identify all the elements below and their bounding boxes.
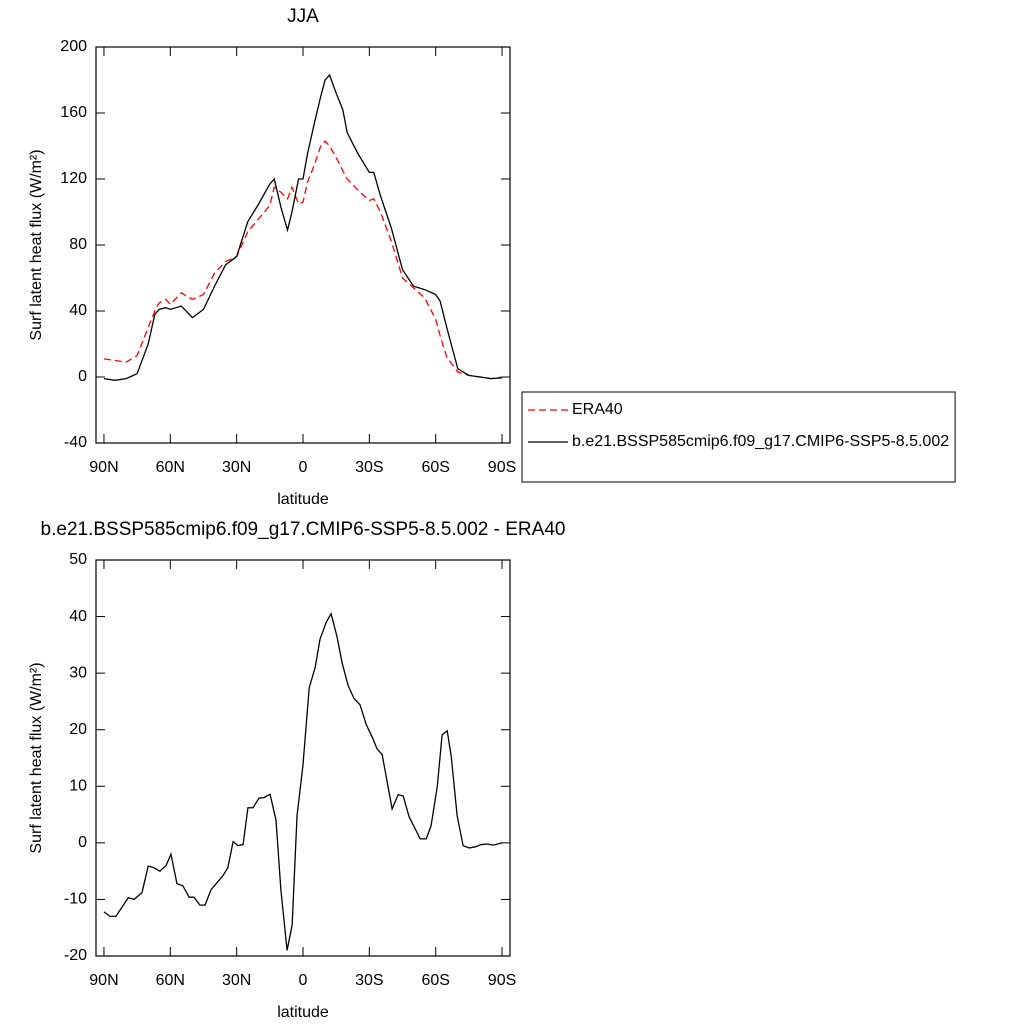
y-tick-label: 80: [69, 236, 87, 253]
chart-title: b.e21.BSSP585cmip6.f09_g17.CMIP6-SSP5-8.…: [41, 519, 566, 540]
legend-label: b.e21.BSSP585cmip6.f09_g17.CMIP6-SSP5-8.…: [572, 433, 949, 450]
y-tick-label: -20: [64, 947, 87, 964]
legend-box: [521, 391, 956, 483]
x-axis-label: latitude: [277, 491, 329, 508]
y-axis-label: Surf latent heat flux (W/m²): [28, 662, 45, 853]
y-tick-label: 20: [69, 721, 87, 738]
y-tick-label: 120: [60, 170, 87, 187]
series-line: [103, 612, 503, 951]
y-tick-label: 0: [78, 834, 87, 851]
x-tick-label: 60S: [421, 972, 449, 989]
legend-label: ERA40: [572, 401, 623, 418]
x-tick-label: 0: [299, 972, 308, 989]
plot-frame: [95, 559, 511, 957]
chart-title: JJA: [287, 6, 319, 27]
x-tick-label: 30N: [222, 972, 251, 989]
legend: ERA40 b.e21.BSSP585cmip6.f09_g17.CMIP6-SS…: [521, 391, 956, 483]
x-tick-label: 90S: [488, 459, 516, 476]
series-line: [103, 73, 503, 381]
y-tick-label: 200: [60, 38, 87, 55]
y-tick-label: -10: [64, 891, 87, 908]
x-tick-label: 90N: [89, 459, 118, 476]
y-tick-label: 30: [69, 664, 87, 681]
x-tick-label: 30S: [355, 459, 383, 476]
x-tick-label: 60S: [421, 459, 449, 476]
x-tick-label: 60N: [156, 972, 185, 989]
y-tick-label: 40: [69, 608, 87, 625]
x-tick-label: 90N: [89, 972, 118, 989]
y-tick-label: 0: [78, 368, 87, 385]
x-tick-label: 30S: [355, 972, 383, 989]
x-tick-label: 60N: [156, 459, 185, 476]
x-tick-label: 90S: [488, 972, 516, 989]
x-tick-label: 0: [299, 459, 308, 476]
y-tick-label: 40: [69, 302, 87, 319]
series-line: [103, 140, 503, 380]
y-tick-label: 10: [69, 778, 87, 795]
y-axis-label: Surf latent heat flux (W/m²): [28, 149, 45, 340]
y-tick-label: 160: [60, 104, 87, 121]
plot-frame: [95, 46, 511, 444]
y-tick-label: 50: [69, 551, 87, 568]
plot: b.e21.BSSP585cmip6.f09_g17.CMIP6-SSP5-8.…: [28, 519, 565, 1021]
x-axis-label: latitude: [277, 1004, 329, 1021]
y-tick-label: -40: [64, 434, 87, 451]
x-tick-label: 30N: [222, 459, 251, 476]
